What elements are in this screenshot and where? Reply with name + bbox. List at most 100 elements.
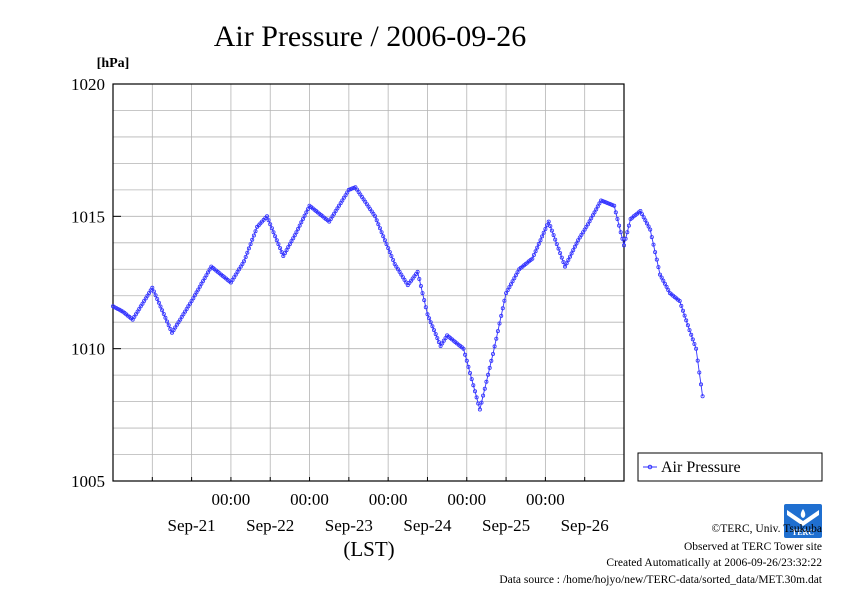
air-pressure-point [435,336,440,341]
air-pressure-point [189,298,194,303]
air-pressure-point [677,298,682,303]
air-pressure-point [278,246,283,251]
air-pressure-point [133,312,138,317]
air-pressure-point [695,358,700,363]
air-pressure-point [387,250,392,255]
air-pressure-point [626,223,631,228]
terc-logo: TERC [784,504,822,538]
air-pressure-point [415,269,420,274]
air-pressure-point [151,289,156,294]
air-pressure-point [589,216,594,221]
air-pressure-point [286,245,291,250]
air-pressure-point [377,226,382,231]
air-pressure-point [484,379,489,384]
x-date-label: Sep-21 [168,516,216,535]
air-pressure-point [533,249,538,254]
air-pressure-point [477,407,482,412]
air-pressure-point [253,229,258,234]
credit-observed: Observed at TERC Tower site [684,541,822,553]
air-pressure-point [299,220,304,225]
air-pressure-point [566,257,571,262]
y-tick-label: 1010 [71,340,105,359]
air-pressure-point [664,284,669,289]
air-pressure-point [561,260,566,265]
air-pressure-point [281,253,286,258]
air-pressure-point [558,251,563,256]
x-date-label: Sep-25 [482,516,530,535]
air-pressure-point [564,261,569,266]
air-pressure-point [481,393,486,398]
x-time-label: 00:00 [526,490,565,509]
air-pressure-point [684,318,689,323]
air-pressure-point [681,308,686,313]
air-pressure-point [374,218,379,223]
air-pressure-point [490,351,495,356]
air-pressure-point [433,332,438,337]
air-pressure-point [641,215,646,220]
air-pressure-point [389,253,394,258]
air-pressure-point [276,242,281,247]
air-pressure-series [111,185,705,412]
air-pressure-point [499,313,504,318]
air-pressure-point [251,233,256,238]
y-tick-label: 1020 [71,75,105,94]
air-pressure-point [205,270,210,275]
grid-lines [113,84,624,481]
air-pressure-point [474,395,479,400]
air-pressure-point [556,246,561,251]
air-pressure-point [156,300,161,305]
legend-swatch-marker [647,464,653,470]
air-pressure-point [464,358,469,363]
air-pressure-point [549,228,554,233]
air-pressure-point [568,254,573,259]
air-pressure-point [587,219,592,224]
air-pressure-point [507,285,512,290]
air-pressure-point [541,230,546,235]
air-pressure-point [181,312,186,317]
air-pressure-point [505,288,510,293]
air-pressure-point [461,346,466,351]
air-pressure-point [173,325,178,330]
air-pressure-point [271,230,276,235]
air-pressure-point [679,303,684,308]
x-time-label: 00:00 [212,490,251,509]
x-axis-label: (LST) [343,537,394,561]
air-pressure-point [510,279,515,284]
air-pressure-point [428,320,433,325]
air-pressure-point [625,230,630,235]
air-pressure-point [373,214,378,219]
air-pressure-point [487,365,492,370]
air-pressure-point [274,238,279,243]
y-tick-label: 1005 [71,472,105,491]
air-pressure-point [644,221,649,226]
air-pressure-point [160,308,165,313]
air-pressure-point [304,210,309,215]
air-pressure-point [282,251,287,256]
air-pressure-point [569,251,574,256]
air-pressure-point [697,370,702,375]
air-pressure-point [640,212,645,217]
air-pressure-point [571,248,576,253]
air-pressure-point [576,238,581,243]
air-pressure-point [166,323,171,328]
air-pressure-line [112,186,704,410]
air-pressure-point [246,246,251,251]
air-pressure-point [382,238,387,243]
air-pressure-point [386,246,391,251]
x-date-label: Sep-24 [403,516,452,535]
air-pressure-point [494,336,499,341]
air-pressure-point [586,222,591,227]
air-pressure-point [191,296,196,301]
air-pressure-point [662,281,667,286]
credit-data-source: Data source : /home/hojyo/new/TERC-data/… [499,574,822,586]
air-pressure-point [202,276,207,281]
air-pressure-point [248,242,253,247]
air-pressure-point [201,278,206,283]
air-pressure-point [425,312,430,317]
air-pressure-point [161,311,166,316]
air-pressure-point [694,346,699,351]
air-pressure-point [613,210,618,215]
air-pressure-point [594,207,599,212]
air-pressure-point [497,321,502,326]
